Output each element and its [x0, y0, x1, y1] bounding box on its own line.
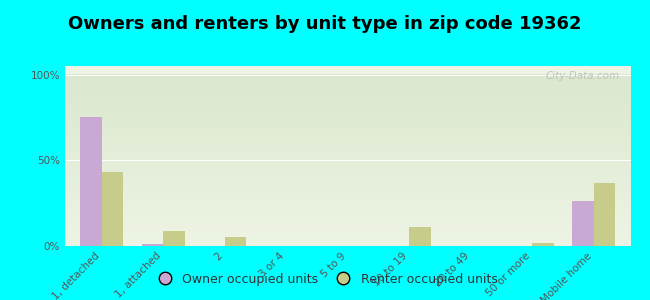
Bar [142, 244, 163, 246]
Text: Owners and renters by unit type in zip code 19362: Owners and renters by unit type in zip c… [68, 15, 582, 33]
Bar [81, 117, 102, 246]
Text: City-Data.com: City-Data.com [545, 71, 619, 81]
Bar [163, 231, 185, 246]
Legend: Owner occupied units, Renter occupied units: Owner occupied units, Renter occupied un… [148, 268, 502, 291]
Bar [225, 237, 246, 246]
Bar [593, 183, 615, 246]
Bar [572, 201, 593, 246]
Bar [410, 227, 431, 246]
Bar [532, 243, 554, 246]
Bar [102, 172, 124, 246]
